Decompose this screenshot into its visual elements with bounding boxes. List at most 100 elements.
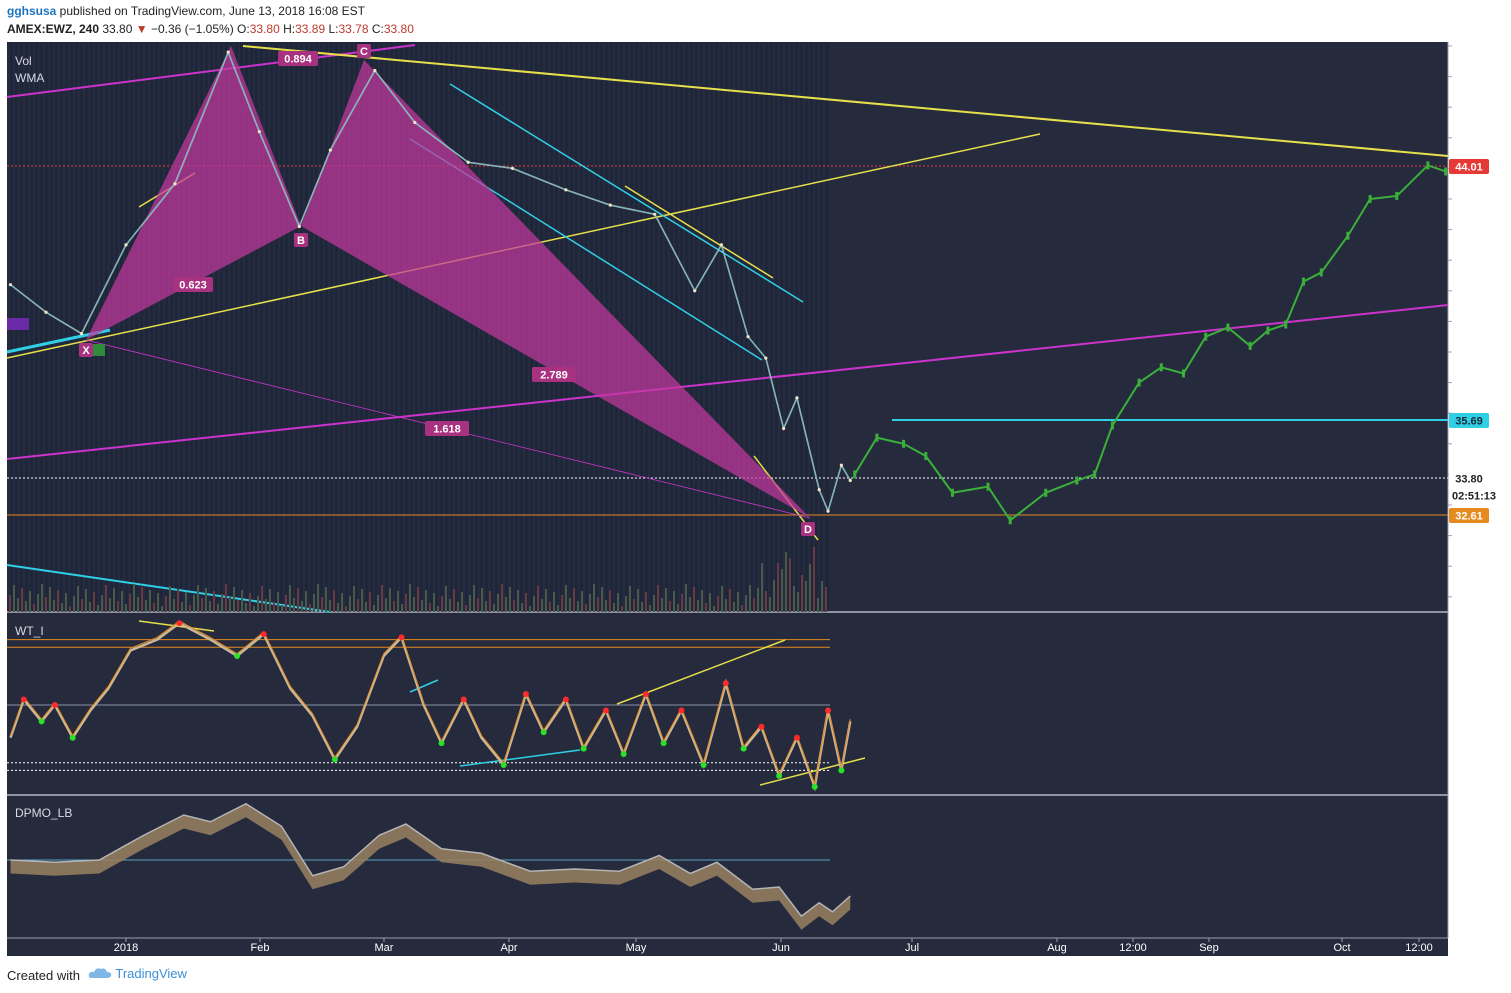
wt-cross-dot xyxy=(460,696,467,703)
time-tick-label: 12:00 xyxy=(1405,942,1433,954)
volume-bar xyxy=(225,584,227,612)
volume-bar xyxy=(685,584,687,612)
volume-bar xyxy=(253,606,255,612)
volume-bar xyxy=(113,588,115,612)
volume-bar xyxy=(85,589,87,612)
wt-cross-dot xyxy=(38,718,45,725)
volume-bar xyxy=(789,558,791,612)
volume-bar xyxy=(737,592,739,612)
lower-magenta-trendline xyxy=(6,304,1449,460)
pattern-bcd xyxy=(301,60,810,518)
price-point xyxy=(746,335,750,339)
wt-study-label[interactable]: WT_I xyxy=(15,624,44,638)
volume-bar xyxy=(761,563,763,612)
volume-bar xyxy=(289,585,291,612)
wt-tick-label: 0.0000 xyxy=(1456,700,1490,712)
symbol-name[interactable]: AMEX:EWZ, 240 xyxy=(7,22,100,36)
price-point xyxy=(8,283,13,287)
volume-bar xyxy=(793,586,795,612)
price-badge-top: 44.01 xyxy=(1455,162,1483,174)
volume-bar xyxy=(753,598,755,612)
dpmo-tick-label: 0.0000 xyxy=(1456,855,1490,867)
volume-bar xyxy=(401,604,403,612)
chart-footer xyxy=(0,958,1511,993)
symbol-line: AMEX:EWZ, 240 33.80 ▼ −0.36 (−1.05%) O:3… xyxy=(7,22,414,36)
projection-bar xyxy=(1204,332,1208,341)
wt-cross-dot xyxy=(331,756,338,763)
chart-canvas[interactable]: 48.0047.0046.0045.0044.0043.0042.0041.00… xyxy=(0,40,1511,958)
pattern-point-d: D xyxy=(804,524,812,536)
volume-bar xyxy=(489,591,491,612)
volume-bar xyxy=(585,604,587,612)
volume-bar xyxy=(541,599,543,612)
projection-bar xyxy=(1159,363,1163,372)
price-point xyxy=(328,148,332,152)
wt-cross-dot xyxy=(562,696,569,703)
volume-bar xyxy=(717,596,719,612)
price-tick-label: 38.00 xyxy=(1456,347,1484,359)
price-point xyxy=(782,426,786,431)
price-badge-orange-box xyxy=(1449,508,1489,523)
volume-bar xyxy=(561,595,563,612)
projection-bar xyxy=(1319,268,1323,277)
volume-bar xyxy=(769,597,771,612)
volume-bar xyxy=(353,586,355,612)
tradingview-brand-link[interactable]: TradingView xyxy=(88,966,187,981)
volume-bar xyxy=(373,605,375,612)
volume-bar xyxy=(161,606,163,612)
volume-bar xyxy=(81,599,83,612)
price-badge-cyan: 35.69 xyxy=(1455,416,1483,428)
price-point xyxy=(817,488,821,492)
price-point xyxy=(79,332,84,336)
projection-bar xyxy=(1426,161,1430,170)
projection-bar xyxy=(1284,320,1288,329)
volume-bar xyxy=(249,593,251,612)
author-link[interactable]: gghsusa xyxy=(7,4,57,18)
volume-bar xyxy=(277,592,279,612)
volume-bar xyxy=(545,589,547,612)
volume-bar xyxy=(201,598,203,612)
wt-tick-label: -40.0000 xyxy=(1456,744,1499,756)
volume-bar xyxy=(53,600,55,612)
volume-bar xyxy=(501,584,503,612)
volume-bar xyxy=(497,594,499,612)
volume-bar xyxy=(549,602,551,612)
volume-bar xyxy=(57,590,59,612)
volume-bar xyxy=(193,595,195,612)
volume-bar xyxy=(213,591,215,612)
wma-study-label[interactable]: WMA xyxy=(15,71,44,85)
projection-line xyxy=(853,164,1446,522)
volume-bar xyxy=(733,602,735,612)
wt-cross-dot xyxy=(825,707,832,714)
price-tick-label: 46.00 xyxy=(1456,102,1484,114)
price-tick-label: 39.00 xyxy=(1456,316,1484,328)
price-point xyxy=(44,310,48,314)
wedge-top-line xyxy=(624,185,774,279)
volume-bar xyxy=(89,602,91,612)
volume-bar xyxy=(245,603,247,612)
volume-bar xyxy=(325,587,327,612)
volume-bar xyxy=(305,591,307,612)
projection-bar xyxy=(1444,167,1448,176)
price-point xyxy=(124,243,128,247)
volume-bar xyxy=(765,591,767,612)
countdown-badge: 02:51:13 xyxy=(1452,491,1496,503)
volume-bar xyxy=(221,594,223,612)
dpmo-study-label[interactable]: DPMO_LB xyxy=(15,806,72,820)
time-tick-label: Mar xyxy=(375,942,394,954)
volume-bar xyxy=(801,575,803,612)
volume-bar xyxy=(153,603,155,612)
down-arrow-icon: ▼ xyxy=(135,22,148,36)
wt-divergence-line xyxy=(459,749,581,767)
projection-bar xyxy=(950,488,954,497)
upper-magenta-trendline xyxy=(6,44,416,98)
ratio-ab-label: 0.623 xyxy=(179,280,207,292)
volume-bar xyxy=(669,601,671,612)
time-tick-label: Aug xyxy=(1047,942,1067,954)
wt-cross-dot xyxy=(540,729,547,736)
price-tick-label: 47.00 xyxy=(1456,72,1484,84)
volume-bar xyxy=(21,588,23,612)
volume-bar xyxy=(341,593,343,612)
volume-bar xyxy=(457,602,459,612)
vol-study-label[interactable]: Vol xyxy=(15,54,32,68)
